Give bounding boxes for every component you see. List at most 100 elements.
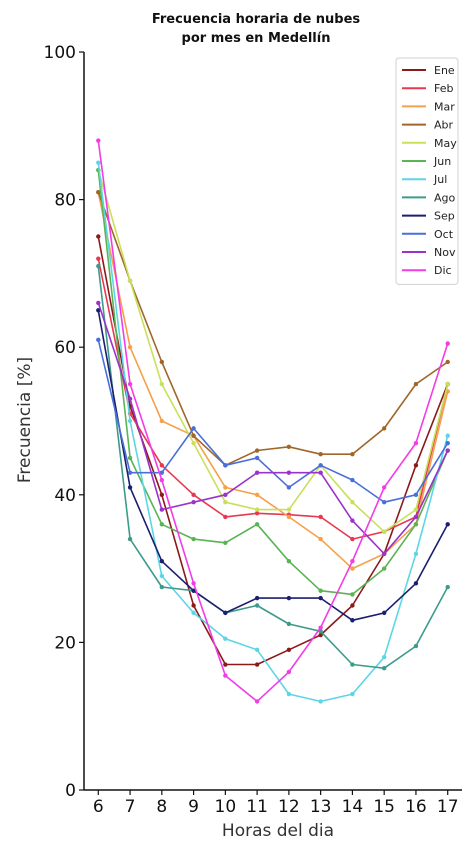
series-line-sep	[97, 310, 449, 622]
data-point-sep	[350, 618, 355, 623]
x-tick-label: 6	[93, 797, 104, 817]
legend-item-feb: Feb	[402, 82, 453, 95]
data-point-mar	[223, 485, 228, 490]
data-point-ene	[318, 632, 323, 638]
data-point-feb	[350, 536, 355, 542]
data-point-jul	[223, 636, 228, 641]
data-point-dic	[350, 559, 355, 564]
data-point-may	[191, 440, 196, 446]
data-point-jun	[127, 455, 133, 461]
data-point-jun	[191, 536, 196, 542]
data-point-dic	[254, 699, 260, 704]
data-point-sep	[254, 595, 260, 601]
data-point-oct	[413, 492, 419, 497]
data-point-abr	[413, 381, 419, 387]
data-point-may	[159, 381, 165, 387]
data-point-ago	[350, 662, 355, 667]
series-line-may	[97, 169, 449, 533]
legend-item-jun: Jun	[402, 155, 451, 168]
data-point-may	[286, 507, 292, 512]
data-point-mar	[350, 566, 355, 571]
legend-label: Abr	[434, 119, 454, 132]
series-sep	[96, 308, 450, 623]
data-point-dic	[96, 138, 101, 143]
data-point-nov	[223, 492, 228, 497]
data-point-oct	[159, 470, 165, 475]
data-point-may	[381, 529, 387, 534]
data-point-jul	[191, 610, 196, 616]
data-point-nov	[254, 470, 260, 475]
series-line-dic	[97, 140, 449, 703]
data-point-ago	[286, 621, 292, 627]
data-point-ene	[254, 662, 260, 667]
data-point-jun	[286, 559, 292, 564]
data-point-ago	[413, 643, 419, 649]
data-point-ago	[254, 603, 260, 608]
data-point-dic	[127, 381, 133, 387]
y-tick-label: 40	[54, 486, 76, 506]
data-point-dic	[318, 625, 323, 630]
data-point-abr	[191, 433, 196, 438]
data-point-feb	[254, 511, 260, 516]
series-line-nov	[97, 302, 449, 555]
data-point-sep	[191, 588, 196, 593]
data-point-may	[350, 499, 355, 505]
legend-label: Feb	[434, 82, 453, 95]
legend-item-abr: Abr	[402, 119, 454, 132]
data-point-sep	[96, 308, 101, 313]
legend-item-jul: Jul	[402, 173, 447, 186]
series-line-ago	[97, 265, 449, 670]
y-tick-label: 60	[54, 338, 76, 358]
data-point-ago	[159, 584, 165, 590]
series-dic	[96, 138, 450, 704]
data-point-feb	[96, 256, 101, 261]
legend-label: Jun	[433, 155, 451, 168]
data-point-ago	[127, 536, 133, 542]
legend-label: Sep	[434, 210, 455, 223]
data-point-ago	[381, 666, 387, 671]
legend-box	[395, 57, 459, 285]
data-point-jun	[381, 566, 387, 571]
data-point-ago	[96, 263, 101, 269]
data-point-dic	[223, 673, 228, 678]
data-point-ene	[286, 647, 292, 652]
data-point-sep	[223, 610, 228, 616]
data-point-abr	[445, 359, 450, 365]
chart-title-line-2: por mes en Medellín	[182, 31, 331, 46]
legend-item-may: May	[402, 137, 457, 150]
data-point-dic	[445, 341, 450, 346]
data-point-may	[254, 507, 260, 512]
x-tick-label: 13	[310, 797, 332, 817]
data-point-may	[445, 381, 450, 387]
data-point-ago	[445, 584, 450, 590]
series-line-mar	[97, 192, 449, 570]
data-point-may	[127, 278, 133, 283]
axes: 0 20 40 60 80 100 6 7 8 9 10 11 12 13 14 15 16 17	[44, 43, 462, 817]
data-point-nov	[96, 300, 101, 306]
legend-label: Oct	[434, 228, 454, 241]
data-point-abr	[96, 190, 101, 195]
x-tick-label: 12	[278, 797, 300, 817]
data-point-sep	[159, 559, 165, 564]
data-point-jul	[381, 654, 387, 660]
y-axis-label: Frecuencia [%]	[15, 357, 35, 483]
series-nov	[96, 300, 450, 557]
data-point-jul	[254, 647, 260, 652]
data-point-jun	[159, 522, 165, 527]
series-layer	[96, 138, 450, 704]
series-line-jun	[97, 170, 449, 596]
data-point-abr	[381, 426, 387, 431]
data-point-abr	[254, 448, 260, 453]
legend-label: Jul	[433, 173, 447, 186]
x-tick-label: 16	[405, 797, 427, 817]
data-point-abr	[318, 452, 323, 457]
data-point-jul	[96, 160, 101, 165]
series-line-oct	[97, 339, 449, 504]
data-point-dic	[159, 477, 165, 483]
y-tick-label: 20	[54, 633, 76, 653]
x-tick-label: 17	[437, 797, 459, 817]
data-point-jun	[350, 592, 355, 597]
y-tick-label: 0	[65, 781, 76, 801]
data-point-mar	[127, 345, 133, 350]
data-point-oct	[96, 337, 101, 343]
